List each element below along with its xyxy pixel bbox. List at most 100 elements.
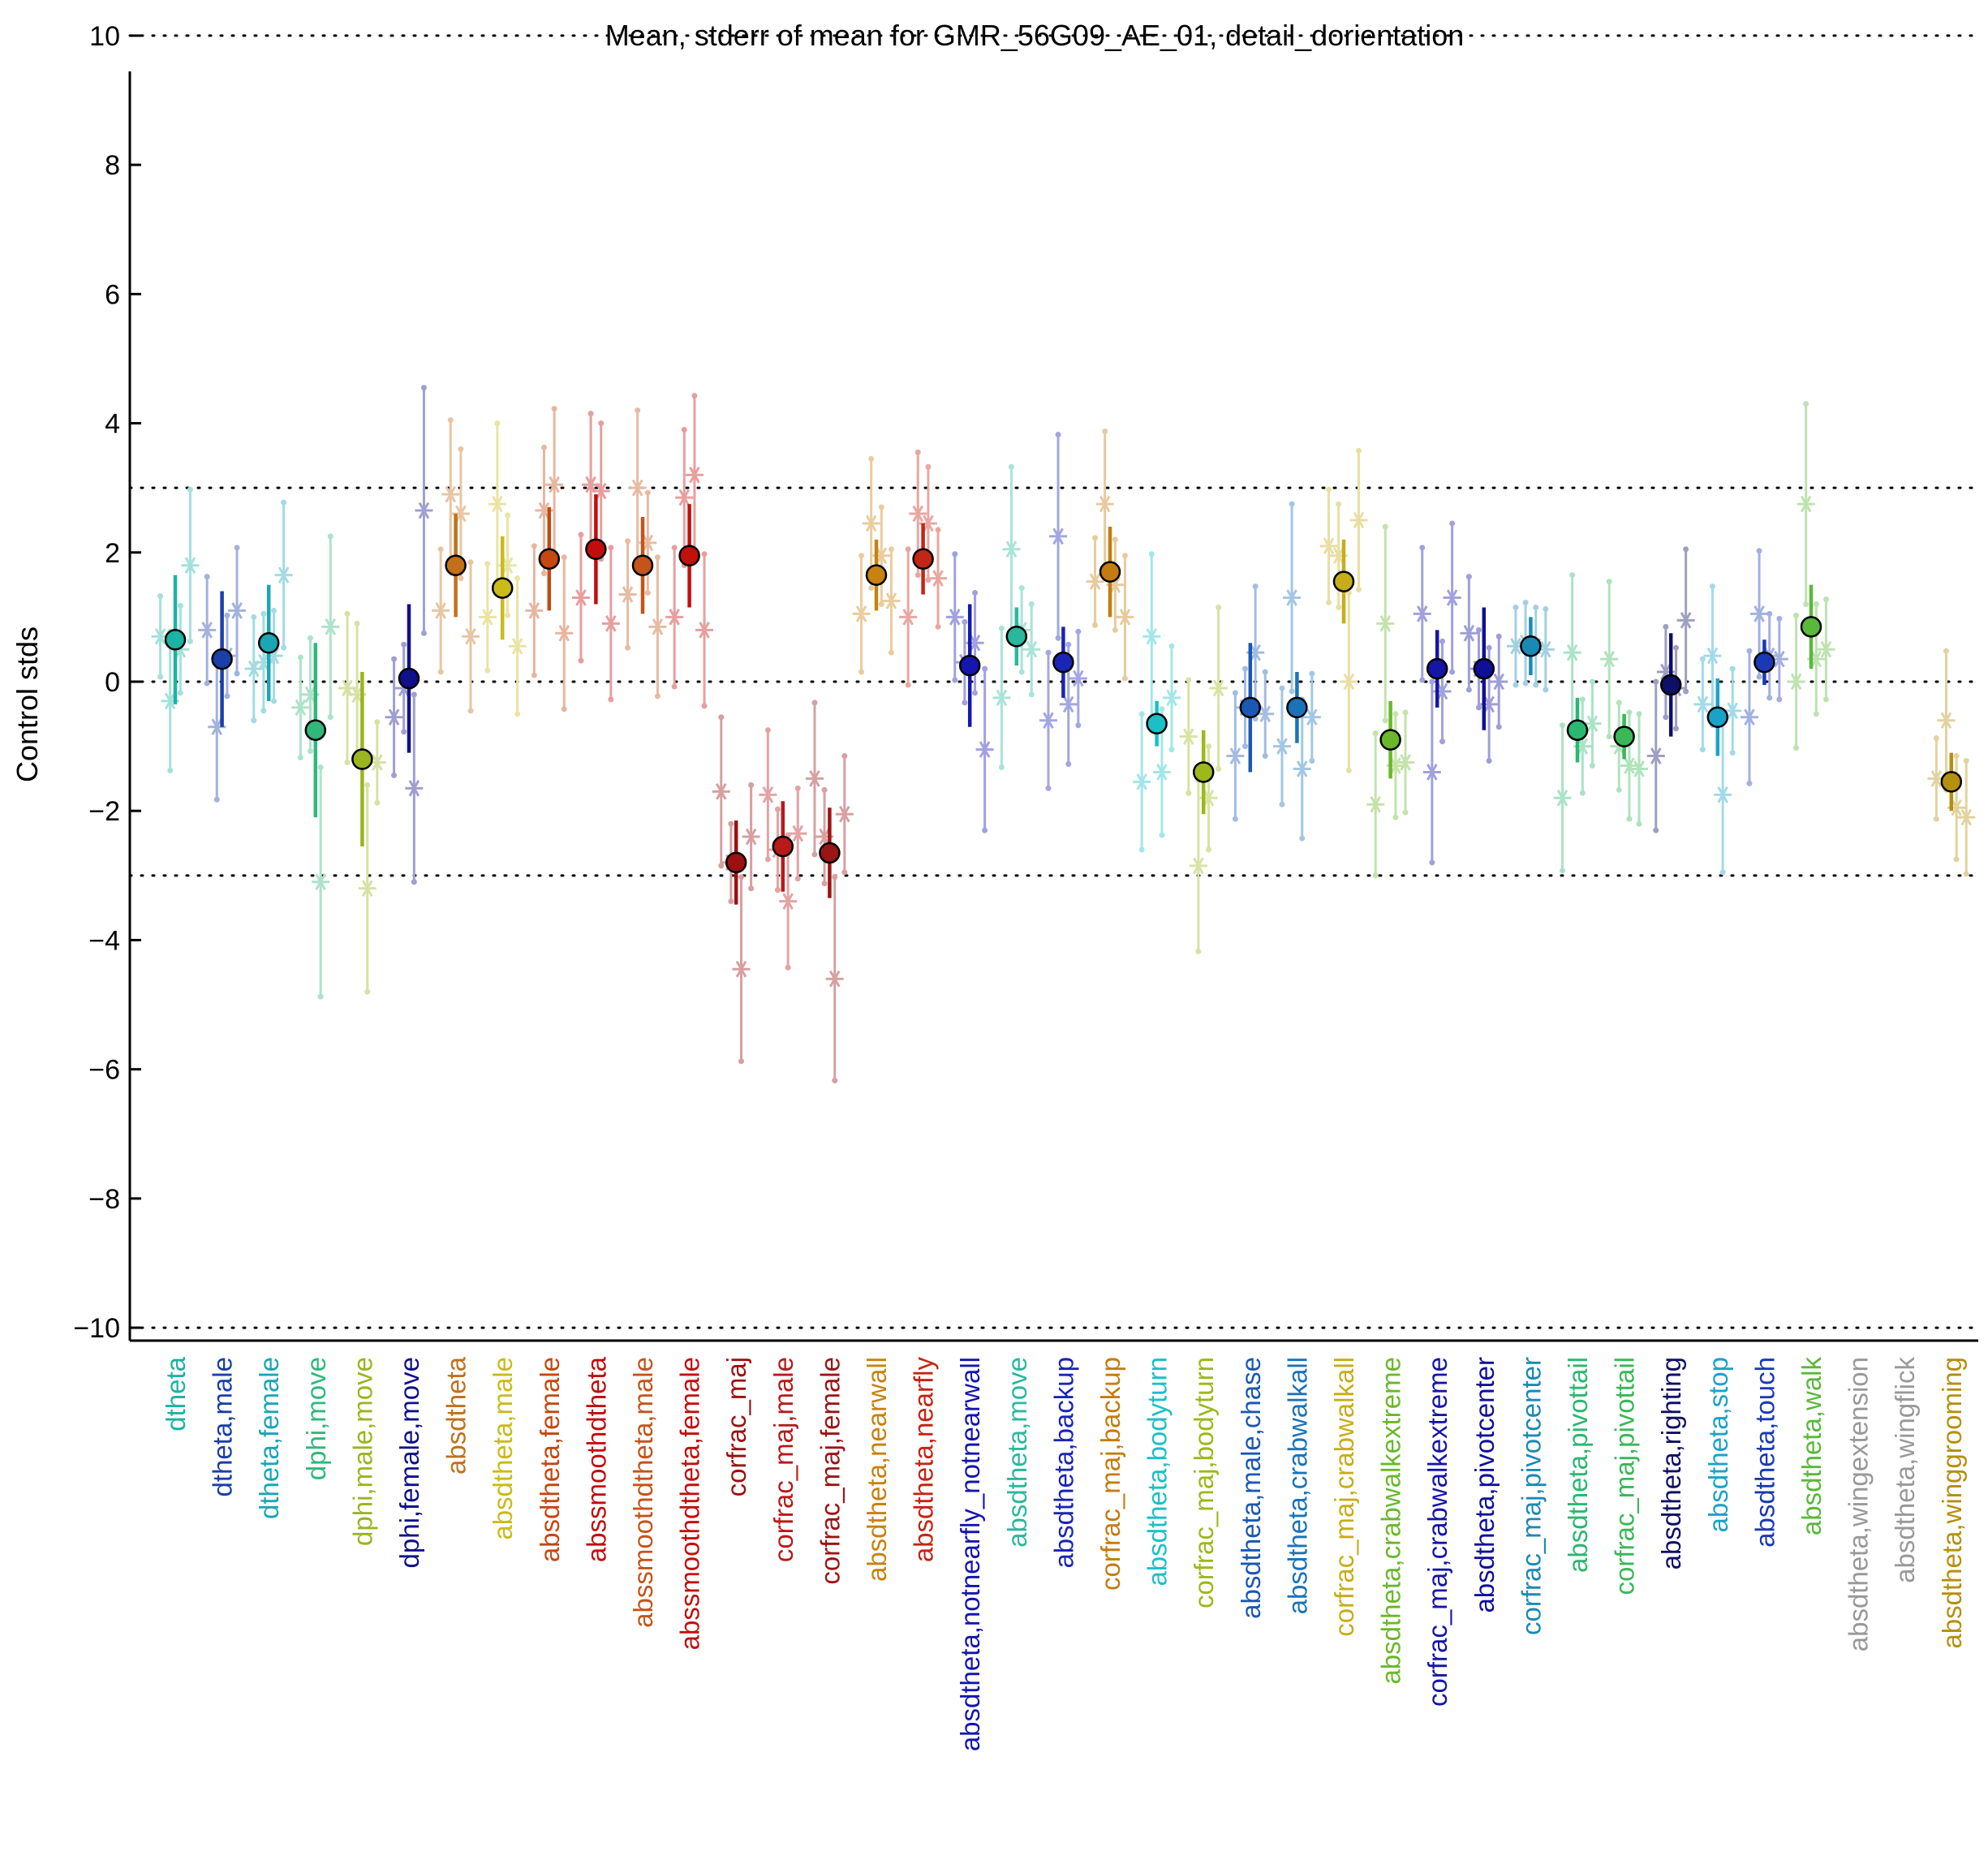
line-error-cap (728, 820, 734, 827)
reference-lines (128, 34, 1980, 1329)
line-mean-star (1460, 625, 1478, 642)
mean-point (1613, 725, 1635, 747)
line-error-cap (177, 690, 183, 696)
mean-point (1005, 626, 1028, 648)
mean-point (1940, 771, 1963, 793)
line-error-cap (251, 614, 257, 620)
x-tick-label: abssmoothdtheta,male (628, 1357, 658, 1628)
line-error-cap (1449, 520, 1456, 527)
mean-point (1473, 657, 1495, 680)
line-error-cap (467, 559, 474, 566)
x-tick-label: absdtheta,walk (1797, 1357, 1827, 1536)
line-mean-star (695, 622, 714, 639)
line-error-cap (905, 682, 911, 688)
line-error-cap (1185, 677, 1192, 683)
line-error-cap (858, 553, 865, 559)
line-error-cap (505, 612, 511, 618)
mean-point (1566, 719, 1589, 741)
line-mean-star (358, 880, 377, 898)
line-mean-star (508, 637, 527, 655)
line-mean-star (1413, 605, 1431, 622)
line-error-cap (1465, 574, 1472, 580)
line-error-cap (1372, 872, 1379, 879)
mean-point (819, 842, 841, 864)
line-error-cap (234, 670, 240, 677)
line-error-cap (514, 575, 521, 582)
line-error-cap (1092, 622, 1099, 628)
line-mean-star (1049, 527, 1068, 545)
line-error-cap (671, 545, 678, 551)
line-mean-star (1703, 647, 1722, 665)
line-mean-star (675, 489, 694, 506)
line-error-cap (1289, 501, 1295, 507)
line-error-cap (1822, 596, 1829, 602)
line-mean-star (385, 708, 403, 726)
line-mean-star (862, 515, 880, 532)
y-tick-label: 2 (105, 538, 120, 569)
line-error-cap (234, 545, 240, 551)
category-group (945, 551, 994, 833)
line-error-cap (1746, 780, 1753, 786)
line-mean-star (545, 476, 564, 493)
line-mean-star (1937, 712, 1956, 730)
line-error-cap (401, 729, 407, 735)
line-error-cap (1673, 725, 1680, 732)
line-error-cap (681, 427, 687, 433)
x-tick-label: dphi,male,move (347, 1357, 377, 1546)
mean-point (912, 548, 934, 570)
line-error-cap (561, 706, 567, 713)
category-group (338, 610, 386, 995)
line-error-cap (718, 863, 725, 869)
line-error-cap (1663, 623, 1669, 630)
mean-point (725, 851, 747, 874)
line-mean-star (1059, 695, 1078, 713)
line-error-cap (1803, 601, 1809, 607)
line-error-cap (1372, 730, 1379, 737)
line-error-cap (1963, 871, 1969, 877)
line-error-cap (1392, 814, 1399, 820)
line-error-cap (1232, 816, 1238, 822)
x-tick-label: abssmoothdtheta (581, 1356, 611, 1562)
line-error-cap (1803, 401, 1809, 407)
line-error-cap (1943, 648, 1949, 654)
line-error-cap (654, 554, 661, 561)
line-error-cap (1513, 604, 1519, 610)
mean-point (1520, 635, 1542, 657)
line-error-cap (1766, 610, 1773, 617)
mean-point (631, 554, 654, 576)
line-error-cap (374, 799, 381, 806)
line-error-cap (1699, 747, 1706, 753)
line-error-cap (1232, 690, 1238, 696)
line-mean-star (779, 893, 798, 910)
line-mean-star (929, 570, 948, 587)
line-mean-star (712, 783, 730, 800)
line-error-cap (1933, 816, 1939, 822)
line-error-cap (1045, 649, 1052, 656)
line-error-cap (1289, 688, 1295, 695)
x-tick-label: corfrac_maj,bodyturn (1189, 1357, 1219, 1608)
line-error-cap (1475, 626, 1482, 633)
line-error-cap (832, 1078, 838, 1084)
x-tick-label: absdtheta,female (535, 1357, 565, 1562)
mean-point (1239, 696, 1262, 719)
mean-point (491, 577, 514, 599)
line-error-cap (1279, 685, 1285, 691)
category-group (1086, 428, 1134, 682)
x-tick-label: corfrac_maj,female (815, 1357, 845, 1585)
line-mean-star (732, 960, 751, 978)
line-error-cap (327, 533, 333, 540)
line-mean-star (1163, 689, 1181, 707)
line-error-cap (1683, 546, 1689, 553)
line-error-cap (832, 874, 838, 880)
line-mean-star (415, 502, 433, 519)
category-group (1179, 604, 1228, 954)
line-mean-star (1646, 747, 1665, 764)
x-tick-label: absdtheta,nearwall (862, 1357, 892, 1582)
line-mean-star (462, 627, 480, 645)
line-mean-star (1022, 640, 1041, 658)
mean-point (445, 554, 467, 576)
line-error-cap (1813, 601, 1819, 607)
line-error-cap (187, 638, 193, 644)
line-mean-star (1272, 738, 1291, 755)
category-group (899, 449, 948, 688)
